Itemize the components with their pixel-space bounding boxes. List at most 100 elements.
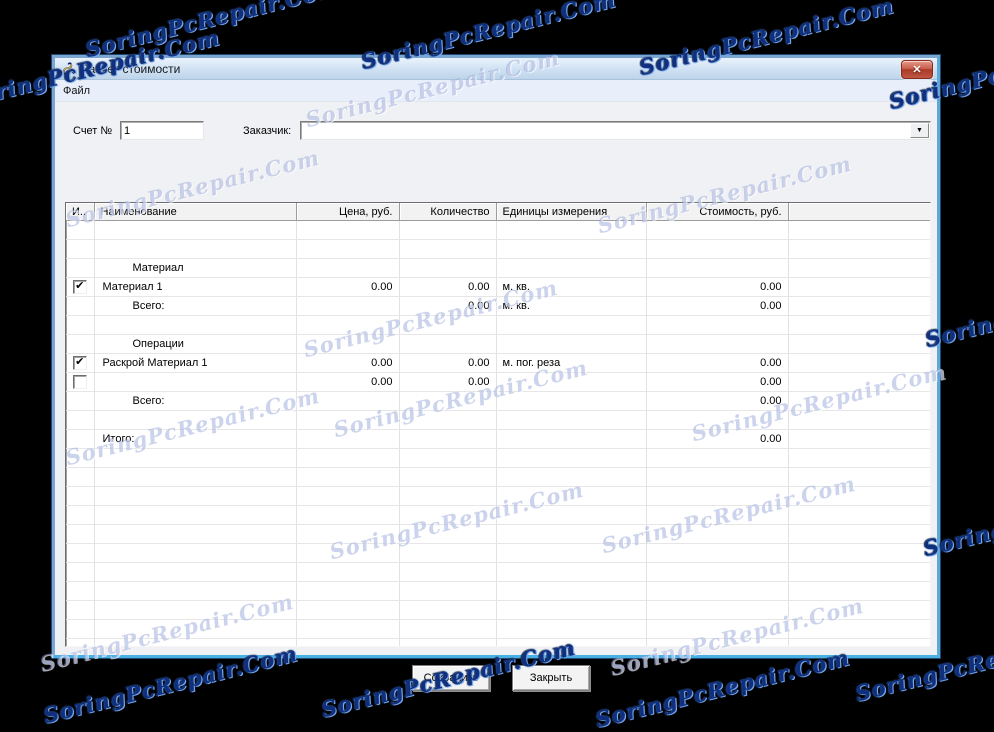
cell-name: [94, 220, 297, 240]
table-row[interactable]: [66, 410, 930, 430]
cell-name: Материал 1: [94, 277, 297, 297]
row-checkbox-checked[interactable]: ✔: [72, 280, 87, 294]
table-row[interactable]: [66, 505, 930, 525]
cell-price: 0.00: [296, 372, 400, 392]
checkbox-cell: [66, 562, 95, 582]
cell-qty: [399, 467, 497, 487]
checkbox-cell: ✔: [66, 353, 95, 373]
table-row[interactable]: [66, 562, 930, 582]
menu-file[interactable]: Файл: [63, 84, 91, 97]
customer-dropdown-button[interactable]: ▼: [910, 123, 929, 138]
column-header-6[interactable]: [788, 203, 930, 221]
cell-name: [94, 372, 297, 392]
table-row[interactable]: ✔ Материал 1 0.00 0.00 м. кв. 0.00: [66, 277, 930, 297]
invoice-number-input[interactable]: [120, 121, 204, 140]
save-button[interactable]: Сохранить: [412, 665, 490, 691]
cost-calculation-window: Расчет стоимости ✕ Файл Счет № Заказчик:…: [52, 55, 940, 691]
table-row[interactable]: [66, 486, 930, 506]
table-row[interactable]: [66, 239, 930, 259]
cell-cost: [646, 600, 789, 620]
cell-qty: [399, 600, 497, 620]
close-button[interactable]: Закрыть: [512, 665, 590, 691]
cell-qty: 0.00: [399, 353, 497, 373]
cell-qty: [399, 486, 497, 506]
table-row[interactable]: [66, 600, 930, 620]
cell-price: [296, 638, 400, 646]
cell-qty: [399, 543, 497, 563]
table-row[interactable]: [66, 638, 930, 646]
table-row[interactable]: 0.00 0.00 0.00: [66, 372, 930, 392]
cell-cost: [646, 505, 789, 525]
column-header-3[interactable]: Количество: [399, 203, 497, 221]
checkbox-cell: [66, 391, 95, 411]
cell-qty: [399, 619, 497, 639]
cell-extra: [788, 581, 930, 601]
cell-units: [496, 600, 647, 620]
column-header-4[interactable]: Единицы измерения: [496, 203, 647, 221]
checkbox-cell: [66, 619, 95, 639]
cell-cost: [646, 410, 789, 430]
checkbox-cell: [66, 448, 95, 468]
table-row[interactable]: Всего: 0.00: [66, 391, 930, 411]
cell-cost: 0.00: [646, 429, 789, 449]
close-window-button[interactable]: ✕: [901, 60, 933, 79]
cell-name: [94, 467, 297, 487]
cell-units: [496, 486, 647, 506]
cell-units: [496, 258, 647, 278]
cell-units: [496, 467, 647, 487]
cell-units: [496, 562, 647, 582]
cell-extra: [788, 258, 930, 278]
table-row[interactable]: [66, 581, 930, 601]
cell-units: [496, 220, 647, 240]
checkbox-cell: [66, 600, 95, 620]
cell-price: [296, 296, 400, 316]
column-header-0[interactable]: И..: [66, 203, 95, 221]
cell-name: Всего:: [94, 296, 297, 316]
cell-qty: [399, 505, 497, 525]
table-row[interactable]: Операции: [66, 334, 930, 354]
checkbox-cell: [66, 296, 95, 316]
table-row[interactable]: [66, 467, 930, 487]
column-header-1[interactable]: Наименование: [94, 203, 297, 221]
cell-extra: [788, 638, 930, 646]
cell-name: [94, 543, 297, 563]
cell-extra: [788, 315, 930, 335]
cell-cost: [646, 239, 789, 259]
cell-name: [94, 562, 297, 582]
checkbox-cell: [66, 486, 95, 506]
row-checkbox-unchecked[interactable]: [72, 375, 87, 389]
table-row[interactable]: [66, 619, 930, 639]
customer-combobox[interactable]: ▼: [300, 121, 931, 140]
cell-name: [94, 315, 297, 335]
cell-units: [496, 239, 647, 259]
menu-bar: Файл: [55, 80, 937, 102]
table-row[interactable]: Материал: [66, 258, 930, 278]
cell-price: [296, 258, 400, 278]
checkbox-cell: [66, 220, 95, 240]
table-row[interactable]: ✔ Раскрой Материал 1 0.00 0.00 м. пог. реза 0…: [66, 353, 930, 373]
cell-cost: 0.00: [646, 391, 789, 411]
cell-cost: [646, 448, 789, 468]
save-button-label: Сохранить: [423, 672, 479, 684]
column-header-5[interactable]: Стоимость, руб.: [646, 203, 789, 221]
table-row[interactable]: [66, 315, 930, 335]
table-row[interactable]: Итого: 0.00: [66, 429, 930, 449]
cell-name: [94, 524, 297, 544]
table-row[interactable]: Всего: 0.00 м. кв. 0.00: [66, 296, 930, 316]
table-row[interactable]: [66, 524, 930, 544]
cell-qty: 0.00: [399, 296, 497, 316]
column-header-2[interactable]: Цена, руб.: [296, 203, 400, 221]
cell-name: [94, 638, 297, 646]
cell-qty: [399, 334, 497, 354]
table-row[interactable]: [66, 543, 930, 563]
cell-qty: [399, 410, 497, 430]
table-row[interactable]: [66, 448, 930, 468]
title-bar[interactable]: Расчет стоимости ✕: [55, 58, 937, 80]
row-checkbox-checked[interactable]: ✔: [72, 356, 87, 370]
checkbox-cell: [66, 410, 95, 430]
cell-units: м. пог. реза: [496, 353, 647, 373]
table-row[interactable]: [66, 220, 930, 240]
customer-label: Заказчик:: [243, 125, 292, 137]
cost-table: И.. Наименование Цена, руб. Количество Едини…: [65, 202, 931, 647]
cell-name: [94, 505, 297, 525]
